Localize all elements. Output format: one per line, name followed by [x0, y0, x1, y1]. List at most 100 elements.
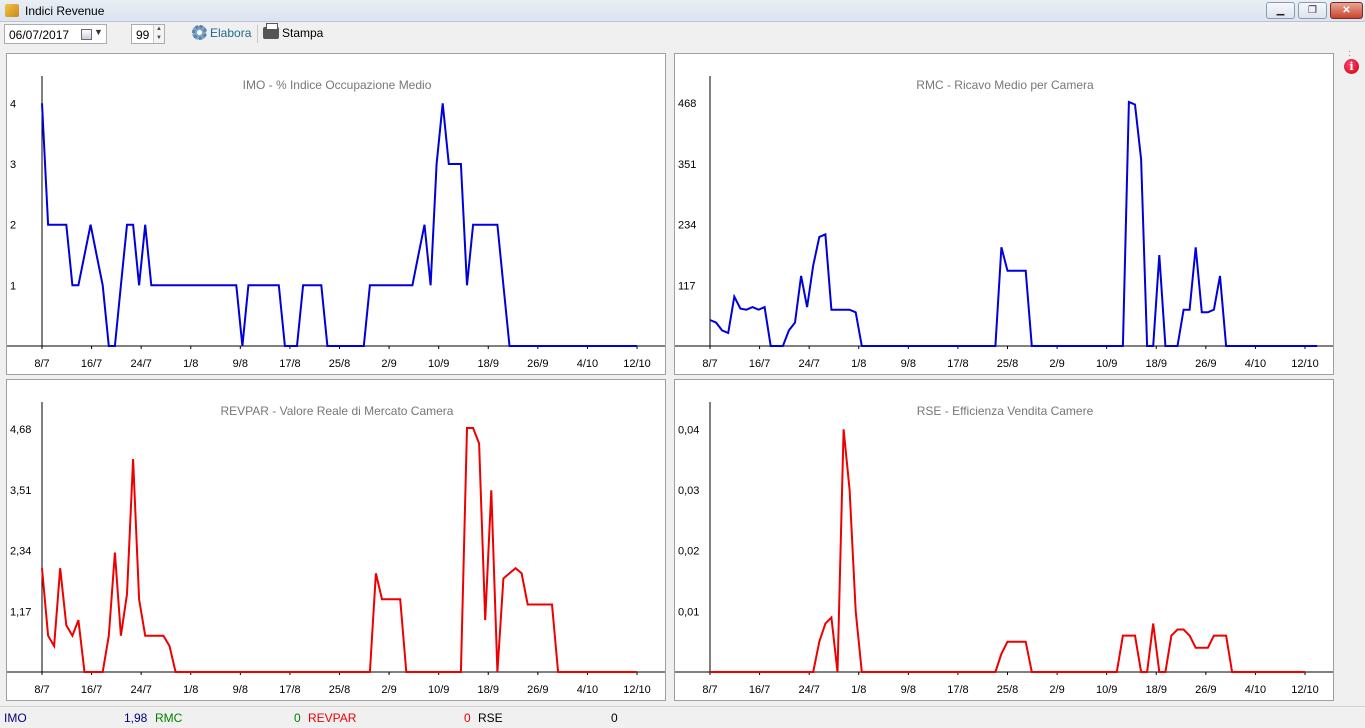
stampa-button[interactable]: Stampa: [282, 26, 324, 40]
y-tick-label: 0,01: [678, 606, 699, 618]
printer-icon[interactable]: [263, 23, 279, 39]
y-tick-label: 2,34: [10, 546, 31, 558]
x-tick-label: 4/10: [577, 358, 598, 370]
x-tick-label: 1/8: [851, 358, 866, 370]
elabora-button[interactable]: Elabora: [210, 26, 252, 40]
days-value[interactable]: 99: [136, 28, 150, 42]
y-tick-label: 234: [678, 220, 696, 232]
series-line: [41, 427, 637, 673]
gear-icon[interactable]: [192, 25, 207, 40]
x-tick-label: 8/7: [34, 684, 49, 696]
series-line: [710, 429, 1305, 673]
x-tick-label: 9/8: [901, 684, 916, 696]
series-line: [709, 100, 1318, 347]
toolbar: 06/07/2017 ▼ 99 ▲ ▼ Elabora Stampa: [0, 22, 1340, 48]
chart-imo-svg: IMO - % Indice Occupazione Medio 1 2 3 4 8/7 1…: [7, 76, 665, 370]
x-tick-label: 2/9: [1049, 684, 1064, 696]
y-tick-label: 3: [10, 159, 16, 171]
x-tick-label: 10/9: [1096, 358, 1117, 370]
stepper-arrows[interactable]: ▲ ▼: [153, 25, 164, 43]
x-tick-label: 25/8: [329, 358, 350, 370]
x-tick-label: 9/8: [233, 358, 248, 370]
y-tick-label: 1,17: [10, 606, 31, 618]
chevron-down-icon[interactable]: ▼: [94, 27, 103, 37]
days-stepper[interactable]: 99 ▲ ▼: [131, 24, 165, 44]
chart-revpar: REVPAR - Valore Reale di Mercato Camera 1…: [6, 379, 666, 701]
x-tick-label: 24/7: [130, 358, 151, 370]
x-tick-label: 17/8: [279, 684, 300, 696]
x-tick-label: 12/10: [1291, 684, 1319, 696]
chart-imo: IMO - % Indice Occupazione Medio 1 2 3 4 8/7 1…: [6, 53, 666, 375]
status-bar: IMO 1,98 RMC 0 REVPAR 0 RSE 0: [0, 706, 1365, 728]
x-tick-label: 26/9: [527, 358, 548, 370]
y-tick-label: 468: [678, 98, 696, 110]
status-imo-value: 1,98: [124, 711, 148, 725]
y-tick-label: 117: [678, 280, 696, 292]
x-tick-label: 16/7: [749, 358, 770, 370]
y-tick-label: 0,04: [678, 424, 699, 436]
x-tick-label: 17/8: [947, 358, 968, 370]
x-tick-label: 16/7: [81, 358, 102, 370]
x-tick-label: 12/10: [623, 684, 651, 696]
x-tick-label: 25/8: [997, 358, 1018, 370]
y-tick-label: 3,51: [10, 485, 31, 497]
x-tick-label: 10/9: [428, 358, 449, 370]
close-button[interactable]: ✕: [1330, 2, 1363, 19]
status-revpar-value: 0: [464, 711, 471, 725]
x-tick-label: 25/8: [997, 684, 1018, 696]
chart-title: RSE - Efficienza Vendita Camere: [917, 404, 1094, 418]
x-tick-label: 1/8: [851, 684, 866, 696]
calendar-icon[interactable]: [81, 29, 92, 40]
x-tick-label: 8/7: [702, 684, 717, 696]
restore-button[interactable]: ❐: [1298, 2, 1327, 19]
chart-title: IMO - % Indice Occupazione Medio: [243, 78, 432, 92]
x-tick-label: 26/9: [1195, 358, 1216, 370]
y-tick-label: 0,03: [678, 485, 699, 497]
chart-rse-svg: RSE - Efficienza Vendita Camere 0,01 0,02 0…: [675, 402, 1333, 696]
y-tick-label: 0,02: [678, 546, 699, 558]
x-tick-label: 9/8: [901, 358, 916, 370]
y-tick-label: 4: [10, 98, 16, 110]
x-tick-label: 24/7: [130, 684, 151, 696]
app-icon: [5, 4, 19, 17]
x-tick-label: 24/7: [798, 358, 819, 370]
y-tick-label: 4,68: [10, 424, 31, 436]
side-panel: ··· i: [1340, 22, 1365, 706]
chart-title: RMC - Ricavo Medio per Camera: [916, 78, 1094, 92]
y-tick-label: 1: [10, 280, 16, 292]
x-tick-label: 18/9: [1146, 358, 1167, 370]
window-title: Indici Revenue: [25, 4, 105, 18]
y-tick-label: 2: [10, 220, 16, 232]
x-tick-label: 16/7: [749, 684, 770, 696]
chart-rse: RSE - Efficienza Vendita Camere 0,01 0,02 0…: [674, 379, 1334, 701]
x-tick-label: 24/7: [798, 684, 819, 696]
chart-rmc: RMC - Ricavo Medio per Camera 117 234 351 46…: [674, 53, 1334, 375]
chart-title: REVPAR - Valore Reale di Mercato Camera: [221, 404, 454, 418]
status-imo-label: IMO: [4, 711, 27, 725]
x-tick-label: 8/7: [702, 358, 717, 370]
x-tick-label: 2/9: [1049, 358, 1064, 370]
x-tick-label: 2/9: [381, 358, 396, 370]
info-icon[interactable]: i: [1344, 59, 1359, 74]
x-tick-label: 4/10: [577, 684, 598, 696]
date-picker[interactable]: 06/07/2017 ▼: [4, 24, 107, 44]
date-value[interactable]: 06/07/2017: [9, 28, 70, 42]
x-tick-label: 1/8: [183, 684, 198, 696]
x-tick-label: 18/9: [478, 684, 499, 696]
minimize-button[interactable]: ▁: [1266, 2, 1295, 19]
x-tick-label: 18/9: [478, 358, 499, 370]
x-tick-label: 1/8: [183, 358, 198, 370]
x-tick-label: 8/7: [34, 358, 49, 370]
x-tick-label: 4/10: [1245, 358, 1266, 370]
x-tick-label: 9/8: [233, 684, 248, 696]
x-tick-label: 10/9: [1096, 684, 1117, 696]
x-tick-label: 17/8: [279, 358, 300, 370]
x-tick-label: 10/9: [428, 684, 449, 696]
status-revpar-label: REVPAR: [308, 711, 357, 725]
x-tick-label: 12/10: [623, 358, 651, 370]
x-tick-label: 17/8: [947, 684, 968, 696]
x-tick-label: 18/9: [1146, 684, 1167, 696]
y-tick-label: 351: [678, 159, 696, 171]
x-tick-label: 2/9: [381, 684, 396, 696]
series-line: [41, 103, 637, 347]
